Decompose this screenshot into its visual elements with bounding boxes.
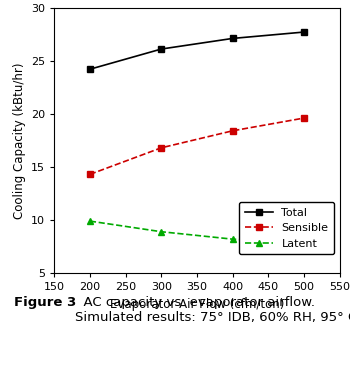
X-axis label: Evaporator Air Flow (cfm/ton): Evaporator Air Flow (cfm/ton) [110,298,284,311]
Text: Figure 3: Figure 3 [14,296,76,309]
Text: AC capacity vs. evaporator airflow.
Simulated results: 75° IDB, 60% RH, 95° ODB: AC capacity vs. evaporator airflow. Simu… [75,296,350,324]
Y-axis label: Cooling Capacity (kBtu/hr): Cooling Capacity (kBtu/hr) [13,62,26,219]
Legend: Total, Sensible, Latent: Total, Sensible, Latent [239,202,334,254]
